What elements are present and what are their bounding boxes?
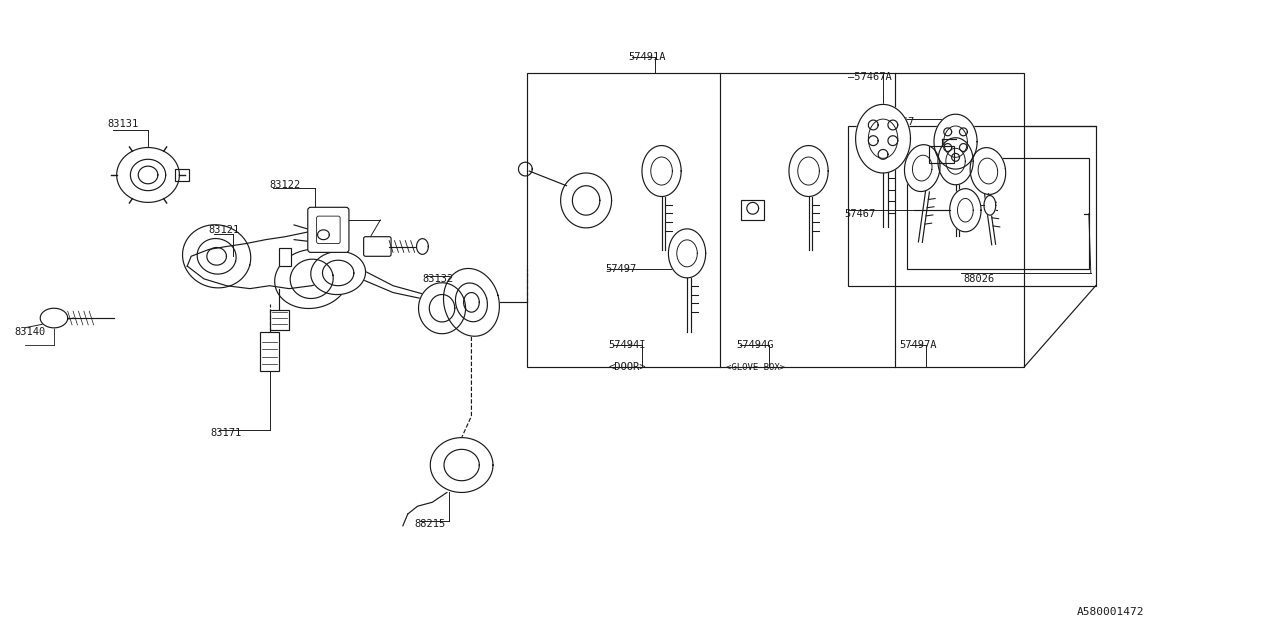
Text: NS<CR1620>: NS<CR1620> [940, 159, 993, 168]
Polygon shape [430, 438, 493, 492]
Bar [270, 310, 289, 330]
Polygon shape [561, 173, 612, 228]
Text: —57467A: —57467A [847, 72, 891, 82]
Text: <GLOVE BOX>: <GLOVE BOX> [726, 362, 786, 372]
Text: 88215: 88215 [415, 519, 445, 529]
Bar [906, 158, 1089, 269]
FancyBboxPatch shape [364, 237, 392, 256]
Bar [175, 169, 189, 181]
Text: 83131: 83131 [108, 119, 140, 129]
Bar [527, 73, 1024, 367]
Bar [279, 248, 291, 266]
Text: 83140: 83140 [15, 327, 46, 337]
Polygon shape [855, 104, 910, 173]
Bar [438, 294, 449, 310]
Text: 83487: 83487 [319, 215, 349, 225]
Text: 88026: 88026 [964, 274, 995, 284]
Text: 57494I: 57494I [609, 339, 646, 349]
Polygon shape [443, 268, 499, 336]
Polygon shape [984, 196, 996, 215]
Bar [260, 332, 279, 371]
Text: 88047: 88047 [883, 117, 914, 127]
Bar [741, 200, 764, 220]
Bar [929, 145, 954, 163]
Polygon shape [905, 145, 940, 191]
Polygon shape [938, 138, 973, 185]
Polygon shape [419, 283, 466, 333]
Polygon shape [934, 114, 977, 169]
Polygon shape [275, 249, 348, 308]
Polygon shape [311, 252, 366, 294]
Text: A580001472: A580001472 [1078, 607, 1144, 617]
Text: 57494G: 57494G [736, 339, 773, 349]
Text: 83122: 83122 [270, 180, 301, 189]
Polygon shape [668, 229, 705, 278]
Polygon shape [187, 232, 348, 289]
Text: 83121: 83121 [209, 225, 241, 235]
FancyBboxPatch shape [307, 207, 349, 252]
FancyBboxPatch shape [316, 216, 340, 244]
Text: 83171: 83171 [211, 428, 242, 438]
Polygon shape [970, 148, 1006, 195]
Polygon shape [416, 239, 429, 254]
Text: 83132: 83132 [422, 274, 453, 284]
Text: <DOOR>: <DOOR> [609, 362, 646, 372]
Polygon shape [40, 308, 68, 328]
Text: 57497: 57497 [605, 264, 637, 274]
Polygon shape [643, 145, 681, 196]
Text: 57467: 57467 [844, 209, 876, 219]
Text: 57497A: 57497A [900, 339, 937, 349]
Text: 57491A: 57491A [628, 52, 666, 62]
Polygon shape [183, 225, 251, 288]
Polygon shape [788, 145, 828, 196]
Polygon shape [950, 189, 980, 232]
Bar [847, 126, 1096, 285]
Polygon shape [116, 148, 179, 202]
